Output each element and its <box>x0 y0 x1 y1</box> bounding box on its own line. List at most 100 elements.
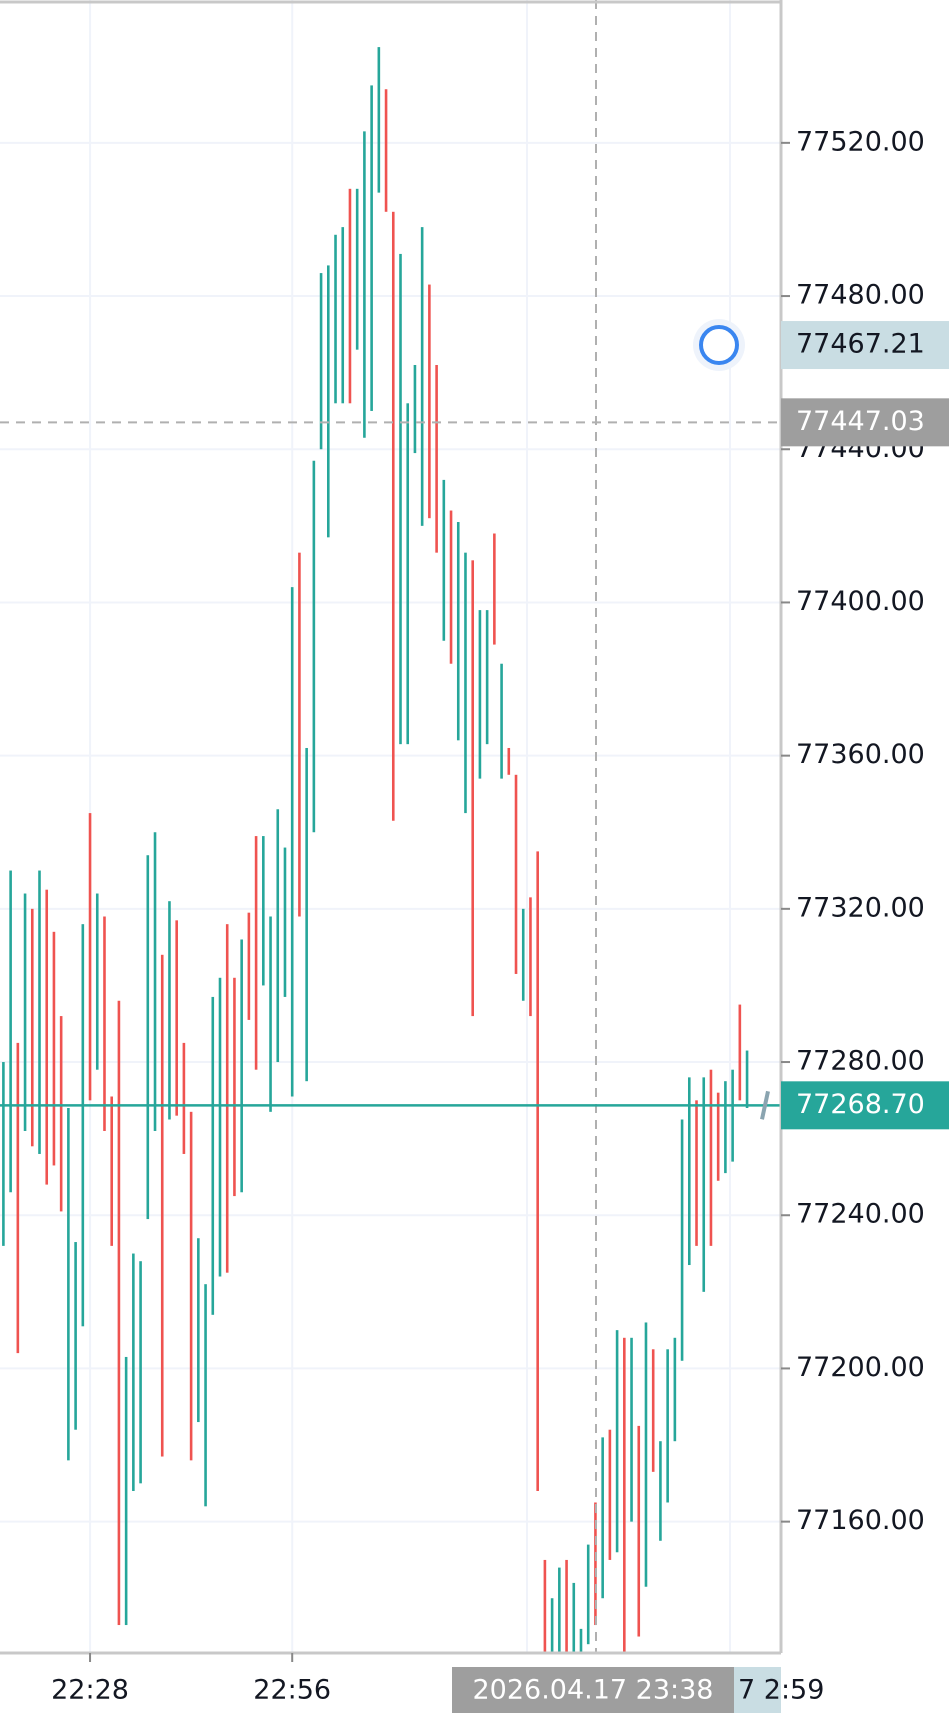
range-bar <box>204 1284 207 1507</box>
range-bar <box>182 1042 186 1154</box>
range-bar <box>666 1349 669 1503</box>
range-bar <box>586 1544 590 1645</box>
range-bar <box>637 1425 641 1637</box>
range-bar <box>565 1559 568 1652</box>
range-bar <box>276 809 280 1063</box>
price-labels: 77467.21 77447.03 77268.70 <box>693 319 949 1130</box>
range-bar <box>651 1349 655 1472</box>
y-tick-label: 77400.00 <box>796 586 925 617</box>
price-tag-slash <box>760 1090 770 1120</box>
y-tick-label: 77480.00 <box>796 280 925 311</box>
range-bar <box>52 931 56 1166</box>
range-bar <box>384 89 388 212</box>
range-bar <box>594 1502 597 1626</box>
range-bar <box>95 893 99 1070</box>
range-bar <box>442 479 446 641</box>
bars <box>2 47 749 1652</box>
crosshair-price: 77447.03 <box>796 406 925 437</box>
range-bar <box>233 977 236 1197</box>
range-bar <box>334 234 337 404</box>
y-tick-label: 77280.00 <box>796 1046 925 1077</box>
marker-price: 77467.21 <box>796 329 925 360</box>
range-bar <box>615 1330 619 1553</box>
last-time: 7 2:59 <box>738 1675 824 1706</box>
range-bar <box>175 920 178 1116</box>
range-bar <box>139 1261 142 1484</box>
range-bar <box>702 1077 706 1292</box>
range-bar <box>153 832 157 1131</box>
range-bar <box>623 1337 626 1652</box>
range-bar <box>45 889 49 1185</box>
range-bar <box>550 1598 554 1652</box>
range-bar <box>197 1238 200 1423</box>
range-bar <box>521 908 525 1001</box>
range-bar <box>406 403 410 745</box>
y-tick-label: 77520.00 <box>796 126 925 157</box>
crosshair-time-box <box>452 1667 734 1713</box>
range-bar <box>146 855 150 1220</box>
range-bar <box>471 560 474 1017</box>
range-bar <box>23 893 27 1131</box>
range-bar <box>132 1253 135 1491</box>
range-bar <box>579 1628 583 1652</box>
range-bar <box>399 253 402 745</box>
last-price-box <box>781 1081 949 1130</box>
range-bar <box>716 1092 720 1181</box>
range-bar <box>189 1111 193 1461</box>
range-bar <box>341 227 345 404</box>
range-bar <box>30 908 34 1147</box>
range-bar <box>601 1437 604 1599</box>
range-bar <box>16 1042 20 1354</box>
range-bar <box>88 813 92 1101</box>
range-bar <box>413 364 417 454</box>
range-bar <box>391 211 395 821</box>
range-bar <box>688 1077 691 1266</box>
range-bar <box>428 284 431 519</box>
range-bar <box>348 188 352 404</box>
range-bar <box>370 85 373 411</box>
range-bar <box>514 774 518 974</box>
y-tick-label: 77320.00 <box>796 892 925 923</box>
x-tick-label: 22:28 <box>51 1675 129 1706</box>
range-bar <box>529 897 532 1017</box>
last-price: 77268.70 <box>796 1089 925 1120</box>
range-bar <box>644 1322 648 1587</box>
range-bar <box>493 533 496 645</box>
range-bar <box>449 510 453 664</box>
range-bar <box>709 1069 713 1246</box>
range-bar <box>160 954 164 1457</box>
range-bar <box>298 552 301 917</box>
range-bar <box>262 836 265 986</box>
range-bar <box>305 747 308 1082</box>
range-bar <box>630 1337 633 1522</box>
crosshair-time: 2026.04.17 23:38 <box>473 1675 714 1706</box>
range-bar <box>507 747 511 775</box>
range-bar <box>103 916 106 1131</box>
range-bar <box>673 1337 677 1442</box>
range-bar <box>290 587 294 1097</box>
y-tick-label: 77360.00 <box>796 739 925 770</box>
range-bar <box>485 610 489 745</box>
range-bar <box>2 1062 5 1246</box>
range-bar <box>312 460 316 833</box>
x-tick-label: 22:56 <box>253 1675 331 1706</box>
range-bar <box>464 552 467 814</box>
range-bar <box>435 364 438 553</box>
range-bar <box>117 1000 121 1626</box>
range-bar <box>38 870 41 1154</box>
range-bar <box>377 47 381 193</box>
range-bar <box>283 847 287 997</box>
range-bar <box>456 522 460 741</box>
y-tick-label: 77240.00 <box>796 1199 925 1230</box>
crosshair-price-box <box>781 398 949 447</box>
range-bar <box>724 1081 727 1174</box>
range-bar <box>695 1100 698 1246</box>
range-bar <box>420 227 424 526</box>
range-bar <box>355 188 359 350</box>
range-bar <box>59 1016 63 1212</box>
range-bar <box>478 610 482 779</box>
range-bar <box>254 836 258 1070</box>
range-bar <box>543 1559 547 1652</box>
